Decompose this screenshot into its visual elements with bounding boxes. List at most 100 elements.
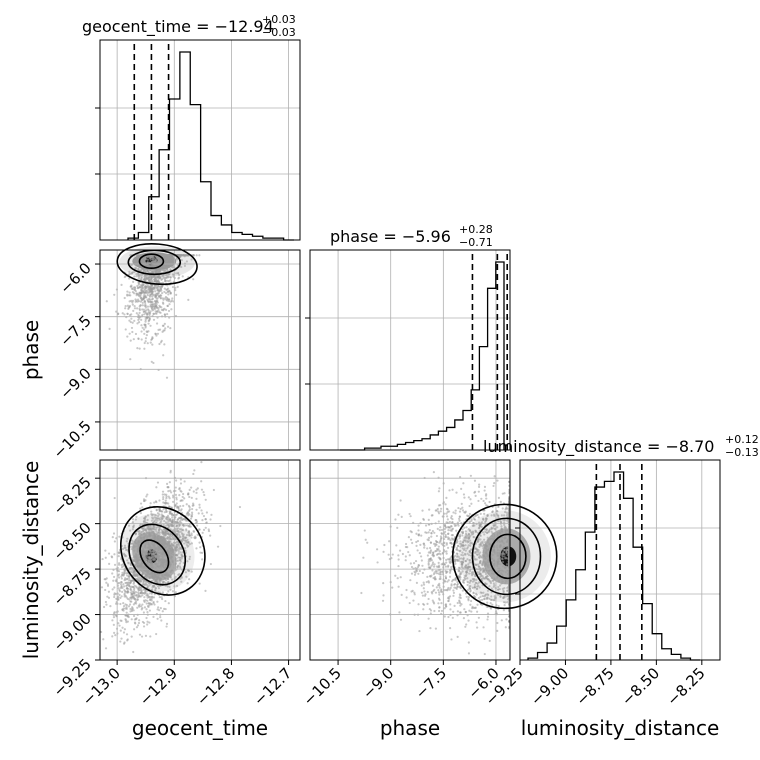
scatter-point	[165, 578, 168, 581]
scatter-point	[160, 306, 163, 309]
scatter-point	[145, 528, 148, 532]
scatter-point	[144, 557, 147, 560]
scatter-point	[170, 265, 173, 268]
scatter-point	[161, 493, 164, 496]
scatter-point	[200, 488, 204, 491]
scatter-point	[482, 499, 485, 503]
scatter-point	[421, 509, 424, 512]
scatter-point	[168, 535, 171, 539]
scatter-point	[395, 544, 398, 547]
scatter-point	[140, 324, 143, 327]
scatter-point	[160, 619, 163, 622]
scatter-point	[162, 329, 165, 332]
scatter-point	[151, 550, 154, 553]
scatter-point	[426, 575, 429, 579]
scatter-point	[166, 259, 169, 262]
scatter-point	[126, 304, 129, 307]
scatter-point	[162, 324, 165, 327]
scatter-point	[158, 538, 162, 541]
scatter-point	[107, 590, 111, 593]
scatter-point	[453, 604, 456, 608]
scatter-point	[142, 528, 145, 531]
scatter-point	[148, 621, 151, 624]
scatter-point	[133, 594, 137, 597]
scatter-point	[157, 558, 160, 561]
scatter-point	[152, 517, 155, 520]
scatter-point	[467, 596, 470, 599]
scatter-point	[141, 289, 144, 292]
scatter-point	[127, 561, 130, 564]
scatter-point	[484, 546, 487, 550]
scatter-point	[447, 599, 450, 602]
scatter-point	[154, 538, 157, 541]
scatter-point	[467, 496, 470, 499]
scatter-point	[163, 297, 166, 300]
scatter-point	[123, 588, 126, 592]
scatter-point	[138, 585, 141, 588]
scatter-point	[146, 526, 149, 530]
scatter-point	[141, 313, 144, 316]
scatter-point	[152, 572, 155, 575]
scatter-point	[470, 502, 473, 505]
scatter-point	[488, 639, 491, 642]
scatter-point	[437, 602, 440, 605]
scatter-point	[179, 516, 183, 519]
scatter-point	[144, 291, 147, 294]
scatter-point	[139, 592, 142, 595]
scatter-point	[135, 573, 138, 577]
scatter-point	[185, 528, 188, 531]
scatter-point	[148, 557, 151, 560]
scatter-point	[186, 582, 189, 585]
scatter-point	[138, 603, 141, 606]
scatter-point	[181, 495, 184, 499]
scatter-point	[456, 554, 459, 557]
scatter-point	[146, 258, 150, 261]
scatter-point	[148, 592, 151, 595]
scatter-point	[156, 288, 159, 292]
scatter-point	[102, 638, 105, 641]
scatter-point	[387, 553, 390, 556]
scatter-point	[126, 559, 129, 562]
scatter-point	[128, 314, 132, 317]
scatter-point	[141, 592, 145, 595]
scatter-point	[133, 270, 136, 274]
scatter-point	[162, 268, 165, 271]
scatter-point	[142, 259, 146, 263]
scatter-point	[167, 533, 170, 536]
scatter-point	[137, 293, 140, 296]
scatter-point	[117, 563, 121, 566]
scatter-point	[431, 561, 435, 564]
scatter-point	[144, 320, 147, 323]
scatter-point	[161, 597, 164, 601]
scatter-point	[471, 586, 474, 589]
scatter-point	[137, 579, 140, 582]
scatter-point	[128, 603, 132, 606]
scatter-point	[493, 546, 496, 549]
scatter-point	[469, 579, 472, 582]
scatter-point	[168, 585, 171, 588]
scatter-point	[134, 332, 138, 336]
scatter-point	[444, 565, 448, 568]
scatter-point	[391, 553, 394, 556]
scatter-point	[435, 553, 439, 556]
scatter-point	[440, 609, 444, 613]
scatter-point	[139, 304, 142, 307]
scatter-point	[126, 335, 129, 338]
scatter-point	[490, 577, 493, 580]
scatter-point	[443, 528, 446, 531]
scatter-point	[177, 552, 180, 555]
scatter-point	[136, 287, 140, 290]
scatter-point	[492, 582, 495, 585]
scatter-point	[143, 596, 146, 599]
scatter-point	[161, 535, 165, 539]
scatter-point	[128, 277, 131, 280]
scatter-point	[120, 573, 124, 576]
scatter-point	[188, 555, 192, 558]
scatter-point	[203, 493, 206, 497]
scatter-point	[446, 515, 449, 518]
scatter-point	[179, 530, 182, 533]
scatter-point	[450, 533, 453, 537]
scatter-point	[128, 304, 132, 308]
scatter-point	[149, 502, 152, 505]
scatter-point	[149, 544, 152, 547]
